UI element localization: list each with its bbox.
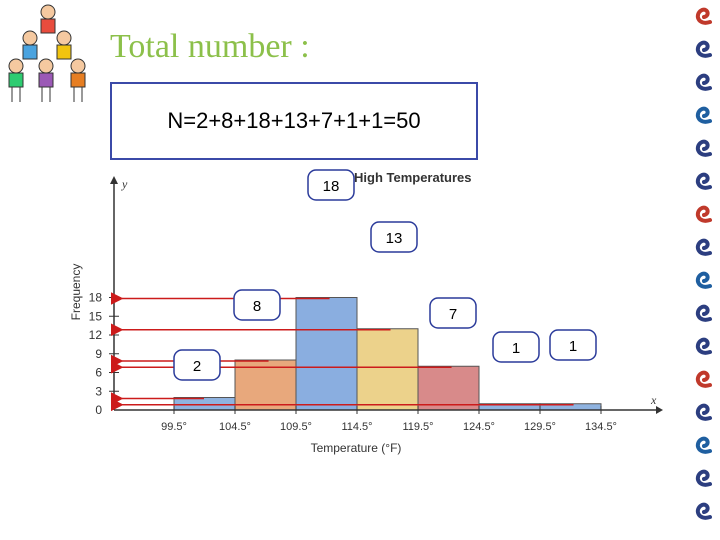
curl-ornament (695, 73, 712, 91)
curl-ornament (695, 7, 712, 25)
x-axis-label: Temperature (°F) (311, 441, 402, 455)
y-tick-label: 6 (95, 366, 102, 380)
frequency-callout-box (233, 289, 281, 321)
y-tick-label: 12 (89, 328, 103, 342)
frequency-callout-box (549, 329, 597, 361)
frequency-callout-box (370, 221, 418, 253)
y-axis-arrowhead (110, 176, 118, 184)
curl-ornament (695, 238, 712, 256)
x-tick-label: 99.5° (161, 421, 187, 433)
y-axis-letter: y (121, 177, 128, 191)
y-tick-label: 15 (89, 309, 103, 323)
frequency-callout-label: 7 (449, 306, 457, 323)
chart-background (56, 162, 666, 462)
y-tick-label: 18 (89, 291, 103, 305)
frequency-callout-label: 8 (253, 298, 261, 315)
histogram-bar (356, 328, 419, 411)
curl-ornament (695, 403, 712, 421)
frequency-callout-label: 13 (386, 230, 403, 247)
curl-ornament (695, 106, 712, 124)
frequency-callout-box (307, 169, 355, 201)
histogram-bar (295, 297, 358, 411)
y-tick-label: 9 (95, 347, 102, 361)
frequency-callout-label: 2 (193, 358, 201, 375)
x-tick-label: 129.5° (524, 421, 556, 433)
curl-ornament (695, 40, 712, 58)
y-tick-label: 3 (95, 384, 102, 398)
curl-ornament (695, 502, 712, 520)
curl-ornament (695, 205, 712, 223)
chart-title: High Temperatures (354, 170, 472, 185)
curl-ornament (695, 370, 712, 388)
frequency-callout-box (492, 331, 540, 363)
curl-ornament (695, 304, 712, 322)
x-tick-label: 124.5° (463, 421, 495, 433)
curl-ornament (695, 436, 712, 454)
curl-ornament (695, 271, 712, 289)
frequency-callout-label: 1 (569, 338, 577, 355)
x-tick-label: 109.5° (280, 421, 312, 433)
histogram-bar (173, 397, 236, 411)
curl-ornaments (695, 7, 712, 520)
histogram-bar (417, 365, 480, 411)
x-axis-arrowhead (656, 406, 663, 414)
frequency-callout-label: 18 (323, 178, 340, 195)
curl-ornament (695, 139, 712, 157)
slide-title: Total number : (110, 28, 310, 65)
curl-ornament (695, 337, 712, 355)
x-axis-letter: x (650, 393, 657, 407)
frequency-callout-box (429, 297, 477, 329)
formula-box: N=2+8+18+13+7+1+1=50 (110, 82, 478, 160)
y-tick-label: 0 (95, 403, 102, 417)
frequency-callout-box (173, 349, 221, 381)
curl-ornament (695, 469, 712, 487)
frequency-callout-label: 1 (512, 340, 520, 357)
curl-ornament (695, 172, 712, 190)
x-tick-label: 104.5° (219, 421, 251, 433)
formula-text: N=2+8+18+13+7+1+1=50 (167, 108, 421, 133)
x-tick-label: 119.5° (402, 421, 433, 433)
y-axis-label: Frequency (69, 264, 83, 321)
children-pyramid-logo (8, 4, 86, 102)
x-tick-label: 134.5° (585, 421, 617, 433)
x-tick-label: 114.5° (341, 421, 372, 433)
